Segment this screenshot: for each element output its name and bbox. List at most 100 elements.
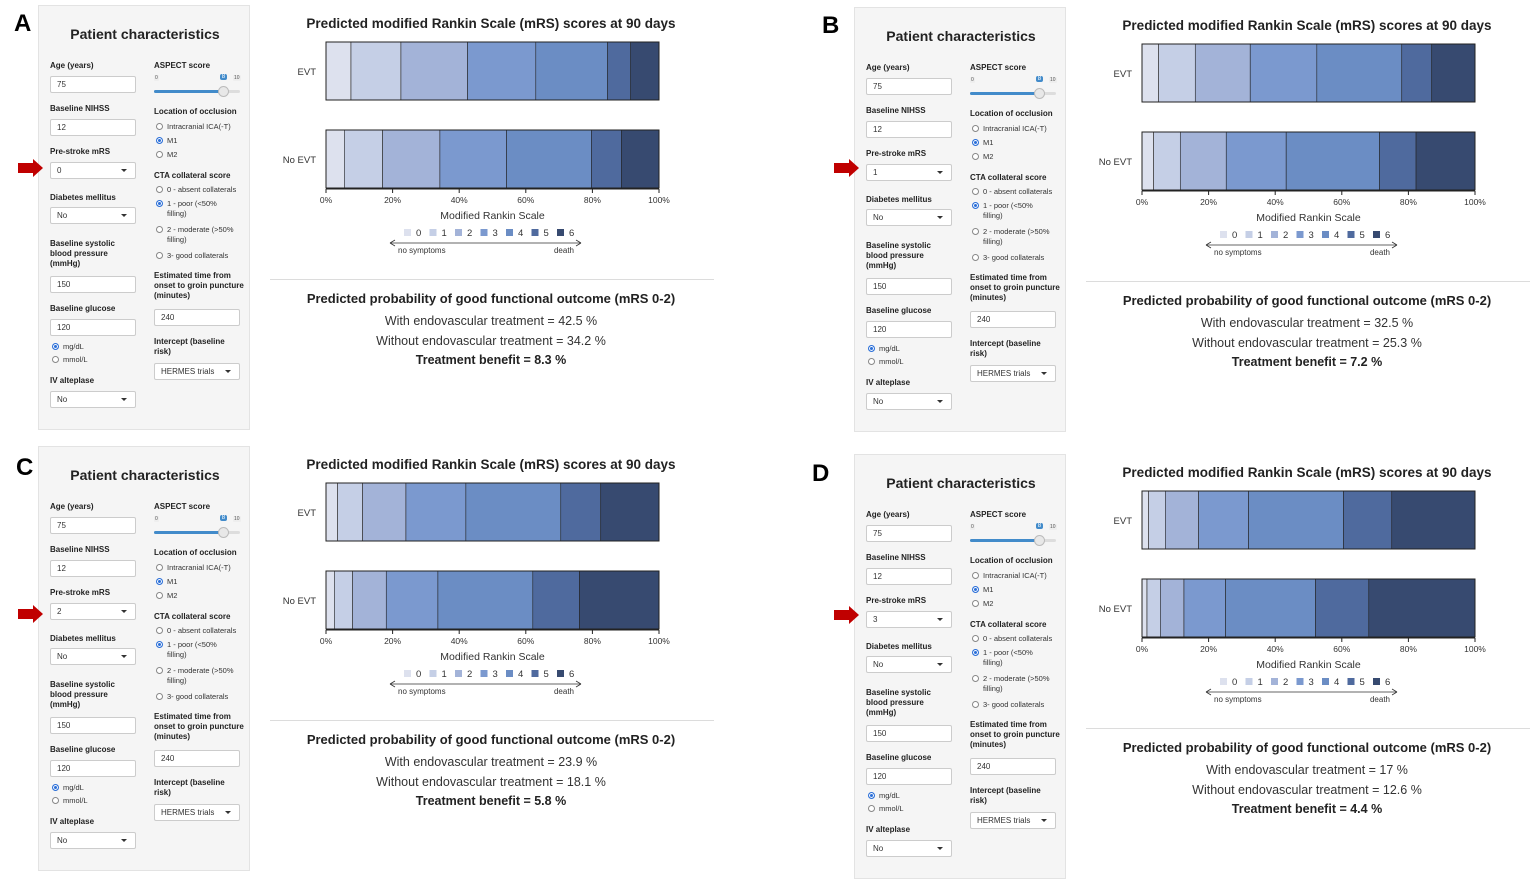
location-option-1[interactable]: M1 (972, 585, 993, 594)
radio-icon[interactable] (972, 649, 979, 656)
time-input[interactable]: 240 (970, 311, 1056, 328)
radio-icon[interactable] (972, 139, 979, 146)
location-option-2[interactable]: M2 (972, 599, 993, 608)
diabetes-select[interactable]: No (866, 209, 952, 226)
location-option-0[interactable]: Intracranial ICA(-T) (156, 563, 231, 572)
sbp-input[interactable]: 150 (866, 278, 952, 295)
intercept-select[interactable]: HERMES trials (154, 363, 240, 380)
glucose-unit-0[interactable]: mg/dL (52, 783, 84, 792)
radio-icon[interactable] (156, 186, 163, 193)
aspect-slider[interactable] (970, 92, 1056, 95)
diabetes-select[interactable]: No (866, 656, 952, 673)
aspect-slider-handle[interactable] (217, 86, 229, 97)
glucose-input[interactable]: 120 (50, 760, 136, 777)
nihss-input[interactable]: 12 (866, 121, 952, 138)
radio-icon[interactable] (972, 572, 979, 579)
nihss-input[interactable]: 12 (50, 119, 136, 136)
age-input[interactable]: 75 (50, 76, 136, 93)
radio-icon[interactable] (156, 137, 163, 144)
age-input[interactable]: 75 (866, 78, 952, 95)
glucose-unit-1[interactable]: mmol/L (868, 804, 904, 813)
cta-option-0[interactable]: 0 - absent collaterals (972, 634, 1052, 643)
location-option-1[interactable]: M1 (972, 138, 993, 147)
age-input[interactable]: 75 (50, 517, 136, 534)
time-input[interactable]: 240 (154, 750, 240, 767)
location-option-2[interactable]: M2 (156, 150, 177, 159)
radio-icon[interactable] (156, 252, 163, 259)
cta-option-2[interactable]: 2 - moderate (>50% (972, 674, 1050, 683)
prestroke-select[interactable]: 0 (50, 162, 136, 179)
cta-option-2[interactable]: 2 - moderate (>50% (972, 227, 1050, 236)
cta-option-0[interactable]: 0 - absent collaterals (156, 626, 236, 635)
glucose-input[interactable]: 120 (50, 319, 136, 336)
glucose-unit-0[interactable]: mg/dL (868, 791, 900, 800)
radio-icon[interactable] (156, 627, 163, 634)
cta-option-3[interactable]: 3- good collaterals (972, 700, 1044, 709)
intercept-select[interactable]: HERMES trials (970, 365, 1056, 382)
radio-icon[interactable] (972, 254, 979, 261)
location-option-0[interactable]: Intracranial ICA(-T) (972, 571, 1047, 580)
radio-icon[interactable] (156, 200, 163, 207)
cta-option-0[interactable]: 0 - absent collaterals (156, 185, 236, 194)
prestroke-select[interactable]: 1 (866, 164, 952, 181)
location-option-2[interactable]: M2 (972, 152, 993, 161)
radio-icon[interactable] (156, 564, 163, 571)
radio-icon[interactable] (52, 356, 59, 363)
time-input[interactable]: 240 (154, 309, 240, 326)
radio-icon[interactable] (52, 797, 59, 804)
aspect-slider[interactable] (154, 90, 240, 93)
location-option-1[interactable]: M1 (156, 136, 177, 145)
glucose-unit-0[interactable]: mg/dL (52, 342, 84, 351)
cta-option-2[interactable]: 2 - moderate (>50% (156, 225, 234, 234)
radio-icon[interactable] (156, 592, 163, 599)
radio-icon[interactable] (52, 784, 59, 791)
radio-icon[interactable] (156, 578, 163, 585)
glucose-input[interactable]: 120 (866, 768, 952, 785)
alteplase-select[interactable]: No (866, 393, 952, 410)
radio-icon[interactable] (972, 701, 979, 708)
cta-option-1[interactable]: 1 - poor (<50% (156, 199, 217, 208)
cta-option-1[interactable]: 1 - poor (<50% (972, 201, 1033, 210)
radio-icon[interactable] (972, 188, 979, 195)
radio-icon[interactable] (156, 151, 163, 158)
radio-icon[interactable] (972, 635, 979, 642)
cta-option-0[interactable]: 0 - absent collaterals (972, 187, 1052, 196)
cta-option-3[interactable]: 3- good collaterals (156, 251, 228, 260)
radio-icon[interactable] (156, 226, 163, 233)
diabetes-select[interactable]: No (50, 207, 136, 224)
nihss-input[interactable]: 12 (50, 560, 136, 577)
glucose-unit-0[interactable]: mg/dL (868, 344, 900, 353)
nihss-input[interactable]: 12 (866, 568, 952, 585)
radio-icon[interactable] (52, 343, 59, 350)
aspect-slider-handle[interactable] (217, 527, 229, 538)
radio-icon[interactable] (972, 675, 979, 682)
sbp-input[interactable]: 150 (866, 725, 952, 742)
alteplase-select[interactable]: No (866, 840, 952, 857)
glucose-unit-1[interactable]: mmol/L (52, 355, 88, 364)
radio-icon[interactable] (972, 153, 979, 160)
diabetes-select[interactable]: No (50, 648, 136, 665)
radio-icon[interactable] (868, 792, 875, 799)
prestroke-select[interactable]: 2 (50, 603, 136, 620)
radio-icon[interactable] (972, 202, 979, 209)
intercept-select[interactable]: HERMES trials (154, 804, 240, 821)
time-input[interactable]: 240 (970, 758, 1056, 775)
cta-option-3[interactable]: 3- good collaterals (972, 253, 1044, 262)
sbp-input[interactable]: 150 (50, 717, 136, 734)
sbp-input[interactable]: 150 (50, 276, 136, 293)
radio-icon[interactable] (156, 123, 163, 130)
radio-icon[interactable] (972, 228, 979, 235)
cta-option-1[interactable]: 1 - poor (<50% (156, 640, 217, 649)
radio-icon[interactable] (156, 641, 163, 648)
cta-option-2[interactable]: 2 - moderate (>50% (156, 666, 234, 675)
radio-icon[interactable] (868, 805, 875, 812)
location-option-1[interactable]: M1 (156, 577, 177, 586)
aspect-slider-handle[interactable] (1033, 535, 1045, 546)
cta-option-3[interactable]: 3- good collaterals (156, 692, 228, 701)
radio-icon[interactable] (972, 125, 979, 132)
radio-icon[interactable] (868, 345, 875, 352)
aspect-slider-handle[interactable] (1033, 88, 1045, 99)
aspect-slider[interactable] (154, 531, 240, 534)
alteplase-select[interactable]: No (50, 832, 136, 849)
radio-icon[interactable] (868, 358, 875, 365)
